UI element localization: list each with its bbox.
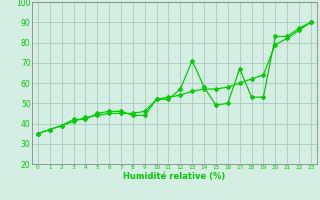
X-axis label: Humidité relative (%): Humidité relative (%) <box>123 172 226 181</box>
